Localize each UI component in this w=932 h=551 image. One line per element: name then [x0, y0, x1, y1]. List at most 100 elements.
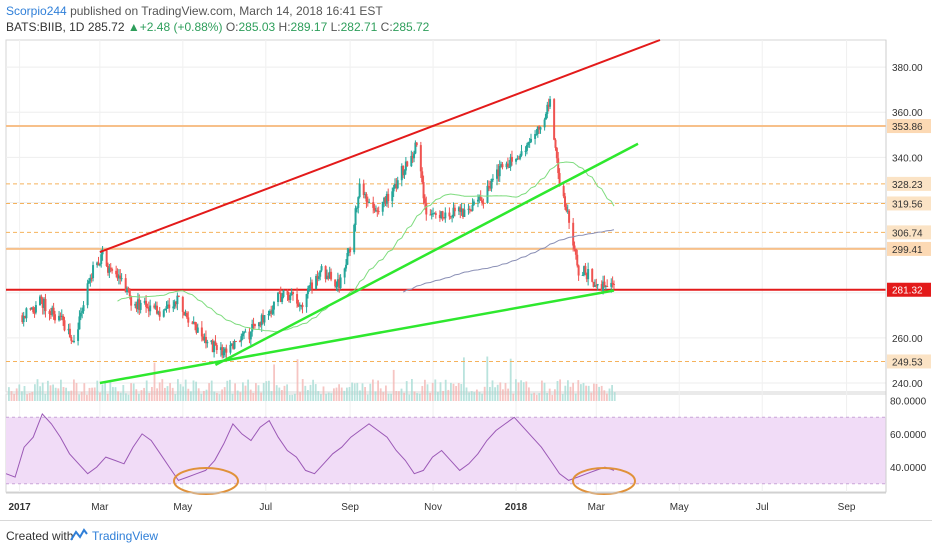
volume-bar: [143, 387, 145, 401]
candle-body: [225, 348, 228, 353]
candle-body: [338, 279, 341, 288]
candle-body: [489, 186, 492, 189]
candle-body: [317, 276, 320, 279]
volume-bar: [494, 387, 496, 401]
tradingview-brand-link[interactable]: TradingView: [92, 529, 159, 543]
volume-bar: [351, 382, 353, 401]
candle-body: [471, 204, 474, 211]
candle-body: [611, 282, 614, 285]
candle-body: [497, 169, 500, 177]
rsi-tick-label: 80.0000: [890, 397, 927, 408]
candle-body: [281, 296, 284, 302]
volume-bar: [44, 393, 47, 401]
candle-body: [115, 270, 118, 275]
candle-body: [345, 264, 348, 269]
candle-body: [175, 301, 178, 305]
price-chart[interactable]: 380.00360.00340.00320.00300.00280.00260.…: [0, 0, 932, 520]
candle-body: [402, 166, 405, 176]
volume-bar: [478, 392, 481, 401]
ma-50-line: [117, 161, 615, 333]
volume-bar: [88, 387, 91, 401]
candle-body: [139, 302, 142, 310]
low-value: 282.71: [340, 20, 378, 34]
candle-body: [584, 266, 587, 273]
volume-bar: [83, 383, 86, 401]
volume-bar: [148, 393, 151, 401]
volume-bar: [606, 393, 608, 401]
candle-body: [414, 142, 417, 154]
candle-body: [377, 210, 380, 212]
volume-bar: [387, 393, 390, 401]
volume-bar: [286, 384, 288, 401]
candle-body: [203, 336, 206, 340]
volume-bar: [502, 389, 504, 401]
candle-body: [536, 126, 539, 134]
candle-body: [260, 315, 263, 326]
candle-body: [183, 311, 186, 316]
candle-body: [305, 294, 308, 308]
candle-body: [319, 270, 322, 277]
rsi-band: [6, 417, 886, 484]
candle-body: [500, 164, 503, 166]
volume-bar: [195, 381, 197, 401]
candle-body: [60, 315, 63, 317]
volume-bar: [444, 379, 447, 401]
candle-body: [116, 274, 119, 279]
candle-body: [395, 183, 398, 189]
candle-body: [481, 200, 484, 203]
volume-bar: [512, 393, 515, 401]
tradingview-logo-icon[interactable]: [70, 528, 88, 542]
candle-body: [372, 202, 375, 208]
volume-bar: [179, 384, 182, 401]
candle-body: [425, 203, 428, 215]
candle-body: [604, 286, 607, 288]
candle-body: [549, 99, 552, 107]
volume-bar: [106, 393, 109, 401]
volume-bar: [234, 383, 236, 401]
volume-bar: [15, 388, 18, 401]
volume-bar: [151, 386, 153, 401]
volume-bar: [8, 387, 10, 401]
candle-body: [354, 208, 357, 225]
candle-body: [143, 300, 146, 303]
candle-body: [463, 209, 466, 217]
volume-bar: [10, 391, 13, 401]
volume-bar: [52, 384, 54, 401]
candle-body: [96, 262, 99, 266]
candle-body: [229, 344, 232, 353]
volume-bar: [213, 391, 216, 401]
candle-body: [222, 351, 225, 356]
candle-body: [449, 216, 452, 218]
volume-bar: [101, 384, 104, 401]
volume-bar: [481, 393, 483, 401]
volume-bar: [75, 383, 78, 401]
volume-bar: [153, 362, 156, 401]
author-link[interactable]: Scorpio244: [6, 4, 67, 18]
candle-body: [457, 207, 460, 212]
volume-bar: [385, 385, 387, 401]
candle-body: [368, 202, 371, 204]
candle-body: [134, 303, 137, 306]
candle-body: [79, 312, 82, 317]
candle-body: [562, 186, 565, 197]
candle-body: [364, 194, 367, 196]
candle-body: [289, 295, 292, 301]
candle-body: [162, 310, 165, 317]
volume-bar: [499, 382, 502, 401]
candle-body: [432, 213, 435, 215]
close-label: C:: [380, 20, 393, 34]
volume-bar: [413, 391, 416, 401]
candle-body: [429, 214, 432, 216]
symbol-label: BATS:BIIB, 1D: [6, 20, 85, 34]
volume-bar: [377, 380, 379, 401]
volume-bar: [577, 380, 580, 401]
candle-body: [404, 161, 407, 171]
candle-body: [576, 254, 579, 266]
candle-body: [316, 276, 319, 279]
volume-bar: [320, 394, 322, 401]
candle-body: [564, 196, 567, 207]
volume-bar: [525, 381, 528, 401]
candle-body: [124, 278, 127, 293]
candle-body: [339, 277, 342, 288]
volume-bar: [489, 386, 491, 401]
